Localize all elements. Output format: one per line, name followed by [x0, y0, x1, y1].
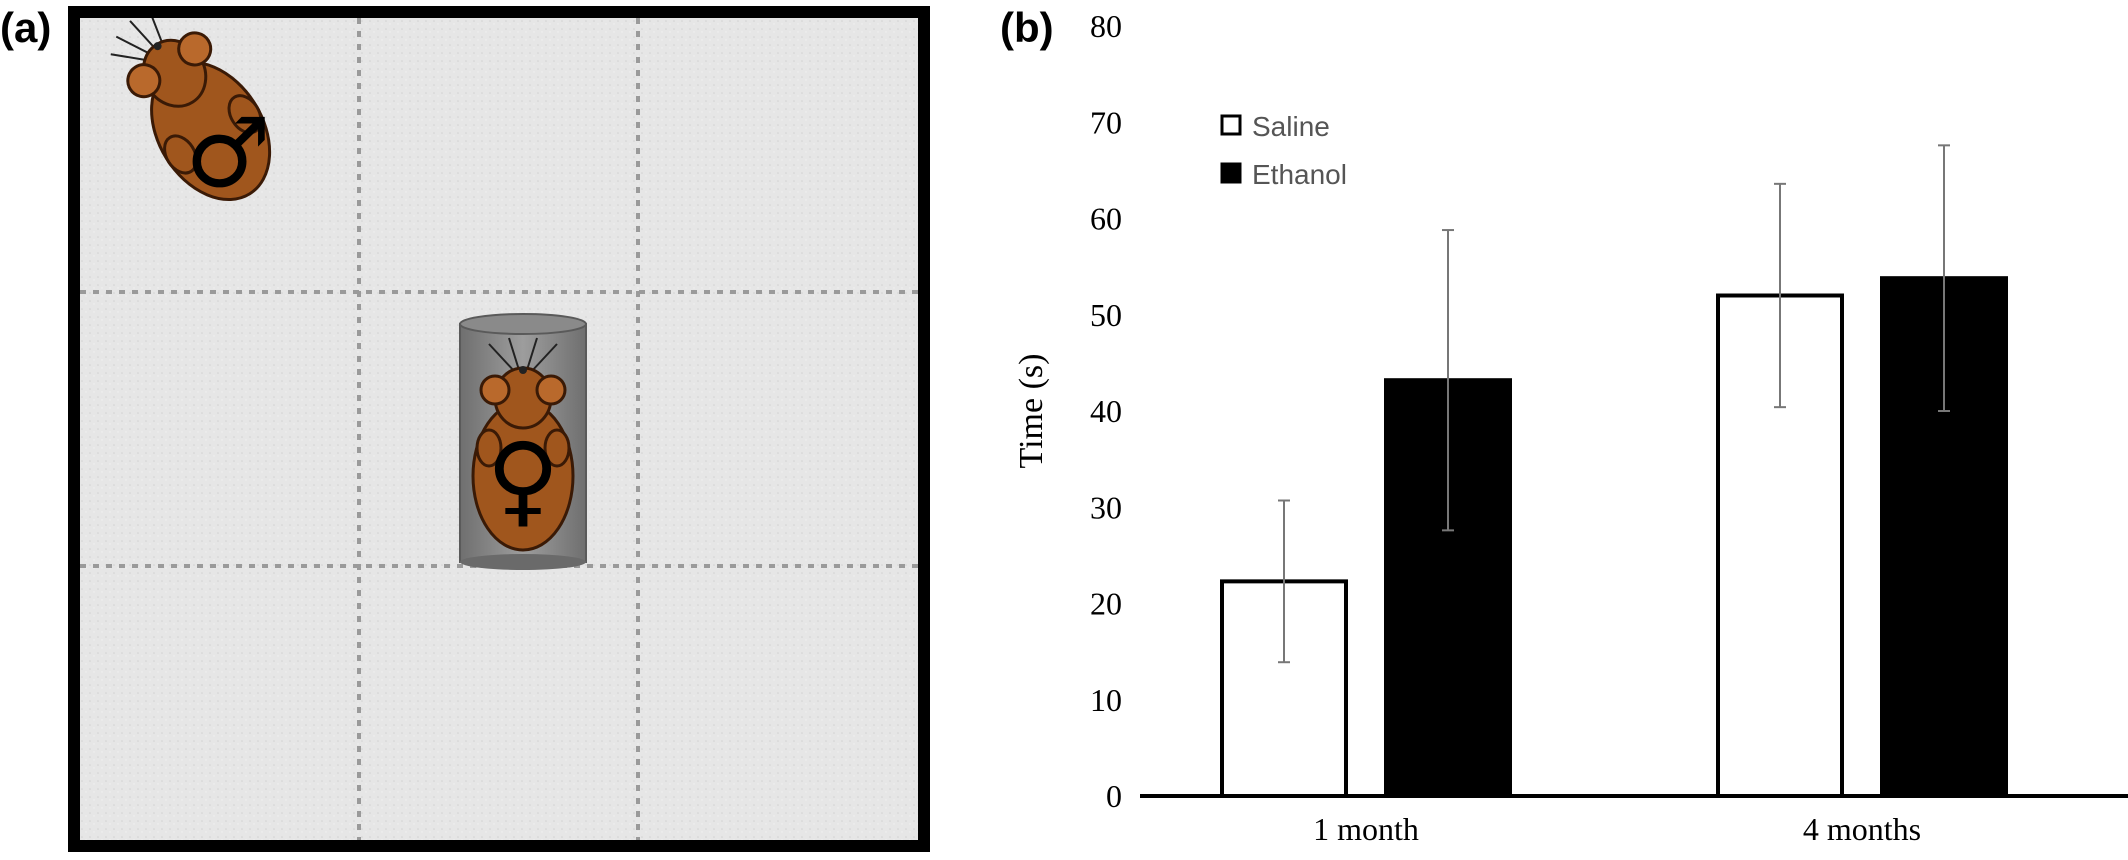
y-tick-label: 50: [1090, 297, 1122, 333]
bars: [1220, 276, 2008, 798]
panel-label-b: (b): [1000, 4, 1054, 51]
y-tick-label: 0: [1106, 778, 1122, 814]
legend-label-saline: Saline: [1252, 111, 1330, 142]
x-axis-categories: 1 month 4 months: [1313, 811, 1921, 847]
x-category-label: 4 months: [1803, 811, 1921, 847]
legend-label-ethanol: Ethanol: [1252, 159, 1347, 190]
open-field-arena: ♂ ♀: [68, 6, 930, 852]
y-tick-label: 30: [1090, 489, 1122, 525]
x-category-label: 1 month: [1313, 811, 1419, 847]
y-tick-label: 70: [1090, 104, 1122, 140]
bar-chart: 0 10 20 30 40 50 60 70 80 1 month 4 months Time (…: [1013, 8, 2128, 847]
y-axis-ticks: 0 10 20 30 40 50 60 70 80: [1090, 8, 1122, 814]
y-axis-title: Time (s): [1013, 354, 1050, 469]
legend-swatch-ethanol: [1220, 162, 1242, 184]
legend-swatch-saline: [1220, 114, 1242, 136]
error-bars: [1278, 144, 1950, 664]
y-tick-label: 10: [1090, 682, 1122, 718]
female-symbol: ♀: [486, 421, 559, 538]
y-tick-label: 80: [1090, 8, 1122, 44]
panel-label-a: (a): [0, 4, 52, 51]
y-tick-label: 40: [1090, 393, 1122, 429]
y-tick-label: 60: [1090, 201, 1122, 237]
male-symbol: ♂: [185, 97, 271, 209]
legend: Saline Ethanol: [1220, 111, 1347, 190]
arena-drawing: ♂ ♀: [80, 18, 918, 840]
male-mouse-icon: [110, 18, 272, 201]
y-tick-label: 20: [1090, 586, 1122, 622]
female-mouse-icon: [471, 337, 575, 552]
